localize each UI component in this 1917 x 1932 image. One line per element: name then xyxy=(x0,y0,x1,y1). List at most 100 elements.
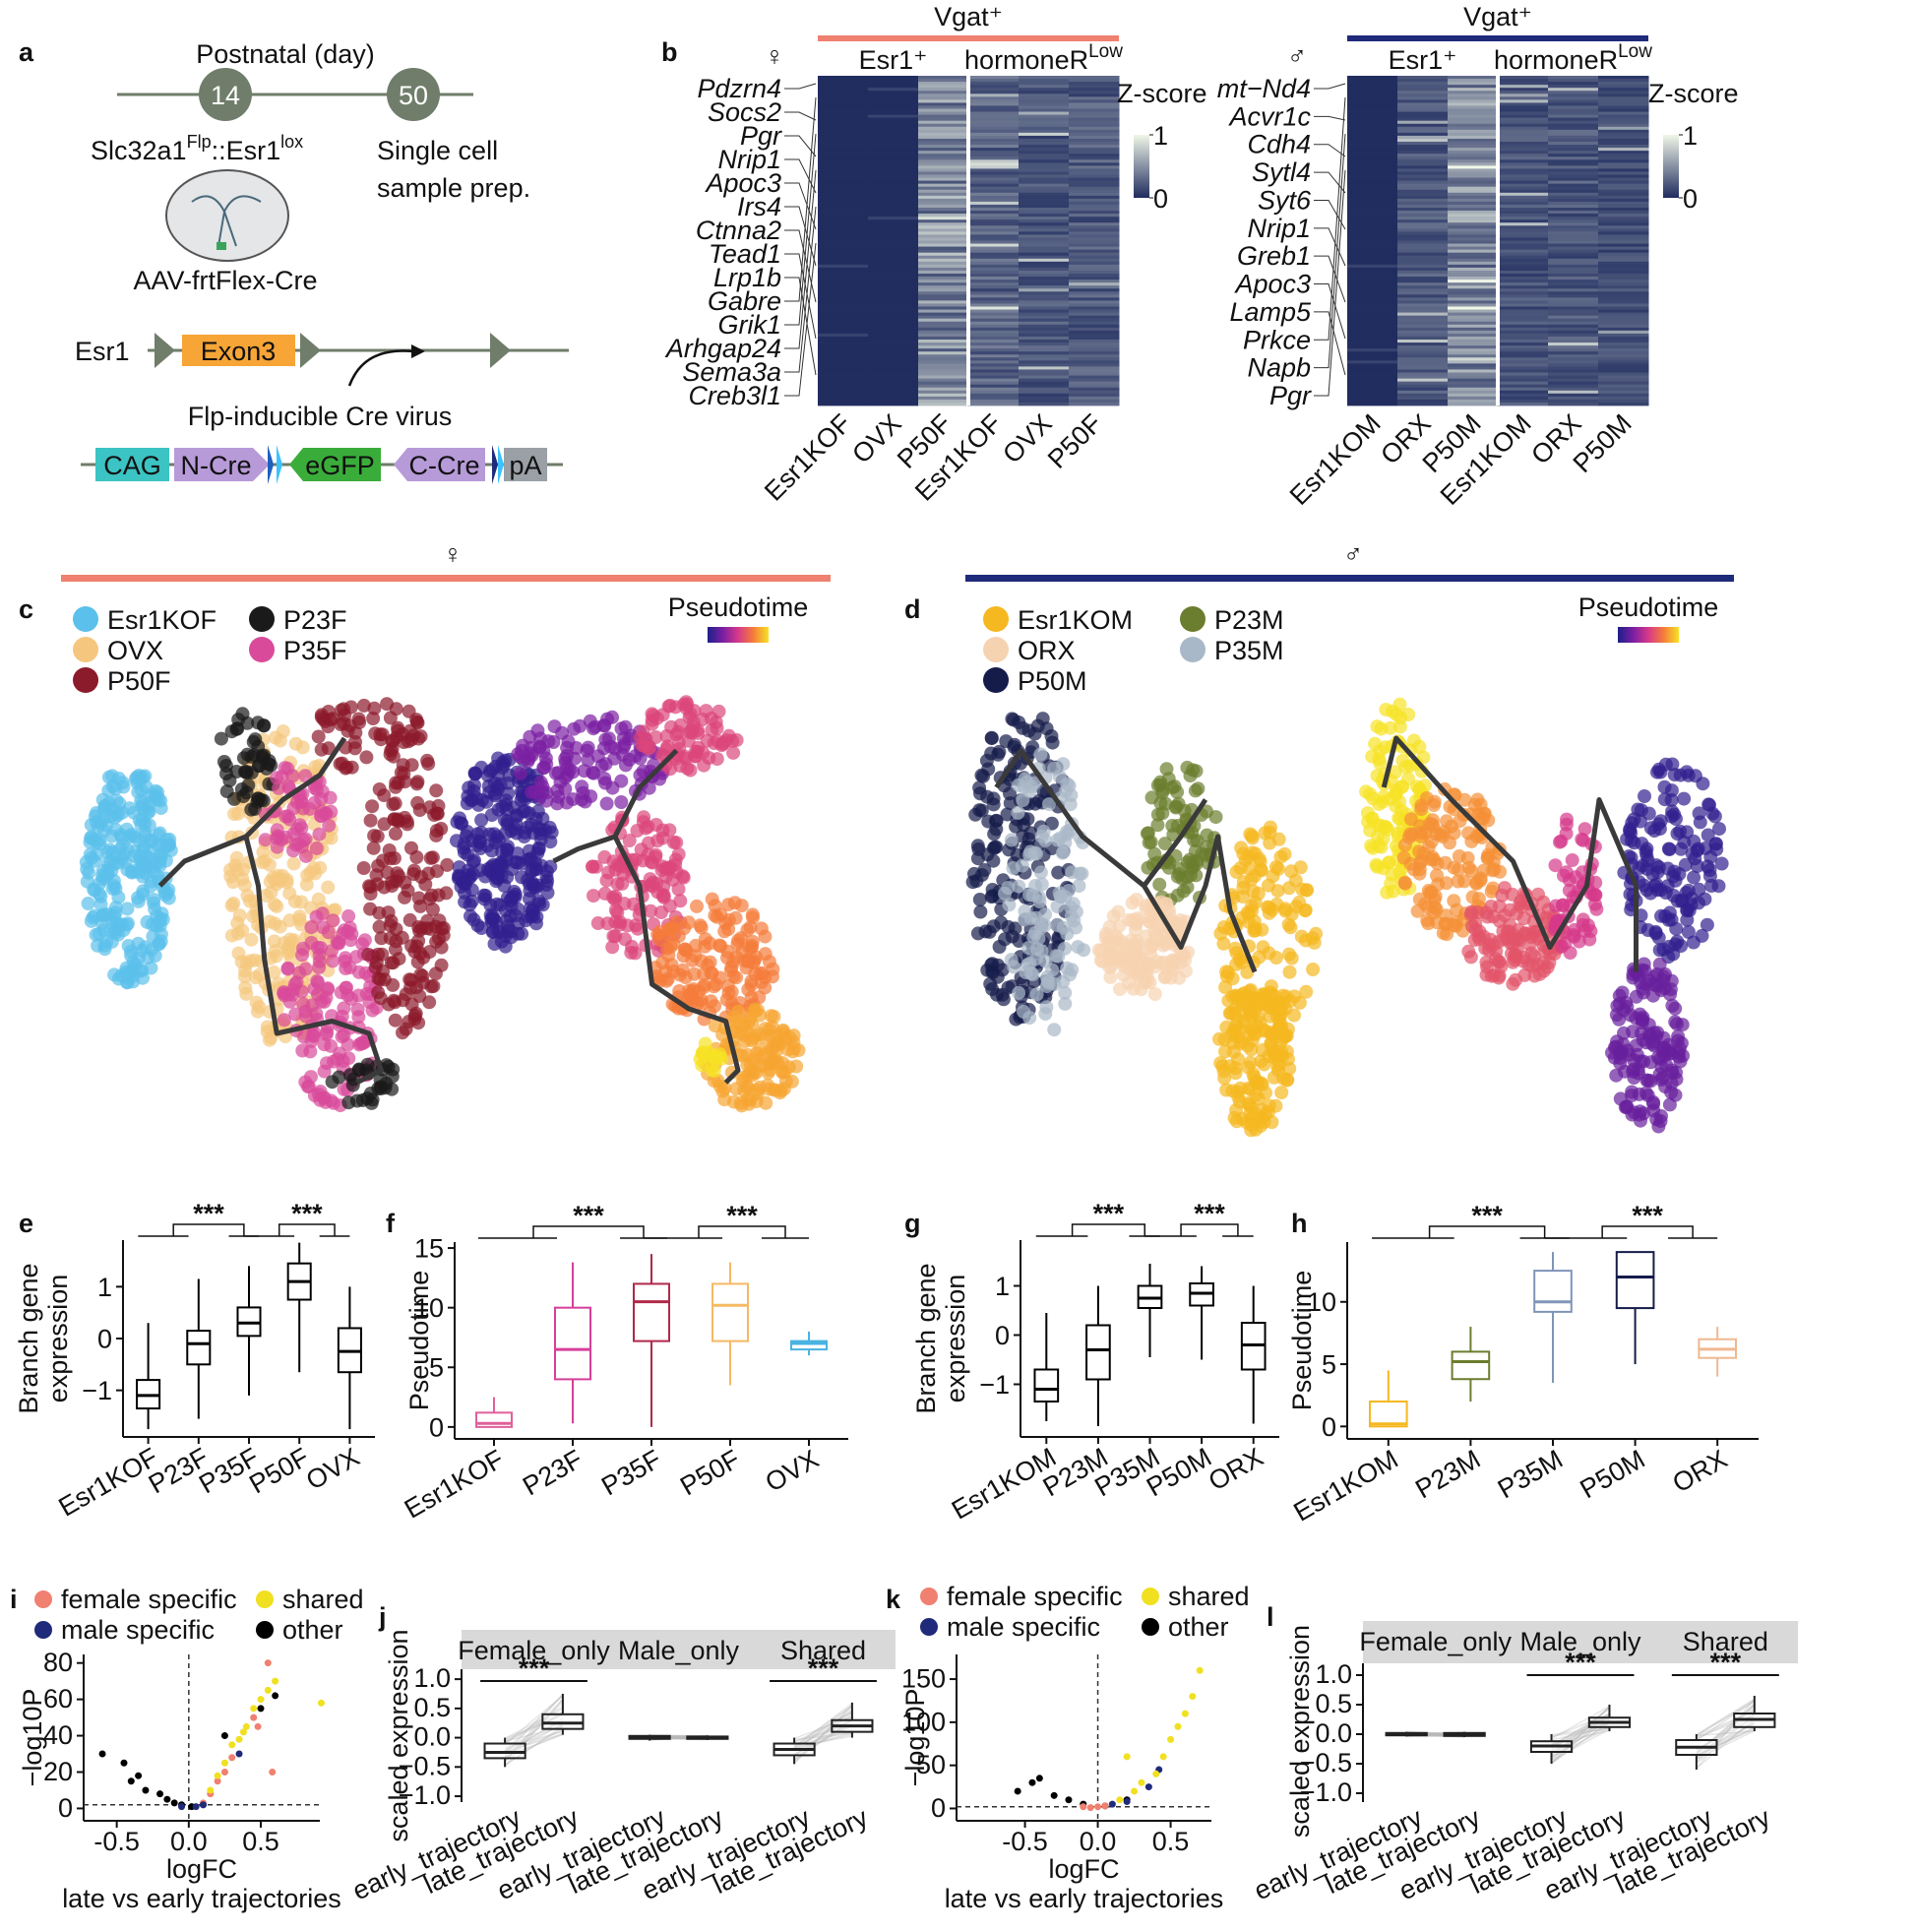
cell-dot xyxy=(93,876,107,891)
legend-swatch xyxy=(983,606,1009,632)
gene-label: Apoc3 xyxy=(704,168,781,198)
cell-dot xyxy=(1576,912,1590,927)
gene-label: Sytl4 xyxy=(1252,157,1311,187)
heatmap-cell xyxy=(1498,189,1549,194)
cell-dot xyxy=(1497,932,1511,947)
cell-dot xyxy=(1479,967,1494,982)
heatmap-cell xyxy=(918,351,969,355)
heatmap-cell xyxy=(818,274,869,278)
heatmap-cell xyxy=(818,76,869,80)
cell-dot xyxy=(1636,858,1650,873)
cell-dot xyxy=(985,889,1000,904)
cell-dot xyxy=(1625,816,1639,831)
cell-dot xyxy=(1440,927,1454,942)
cell-dot xyxy=(550,783,565,798)
cell-dot xyxy=(226,897,241,910)
heatmap-cell xyxy=(968,159,1020,163)
heatmap-cell xyxy=(1548,82,1599,86)
heatmap-cell xyxy=(968,309,1020,313)
cell-dot xyxy=(413,899,428,913)
heatmap-cell xyxy=(1019,258,1070,263)
heatmap-cell xyxy=(1397,343,1449,346)
heatmap-cell xyxy=(1069,102,1120,106)
heatmap-cell xyxy=(868,324,919,329)
heatmap-cell xyxy=(1598,214,1649,218)
heatmap-cell xyxy=(1448,129,1499,134)
cell-dot xyxy=(1698,892,1712,906)
heatmap-cell xyxy=(818,333,869,338)
heatmap-cell xyxy=(868,145,919,149)
legend-swatch xyxy=(1180,606,1206,632)
heatmap-cell xyxy=(1498,237,1549,241)
heatmap-cell xyxy=(1598,180,1649,185)
cell-dot xyxy=(1639,883,1654,898)
heatmap-cell xyxy=(1448,249,1499,254)
heatmap-cell xyxy=(1598,270,1649,275)
heatmap-cell xyxy=(1498,96,1549,100)
heatmap-cell xyxy=(918,148,969,152)
cell-dot xyxy=(1370,719,1385,734)
cell-dot xyxy=(1668,873,1683,888)
heatmap-cell xyxy=(1548,168,1599,172)
cell-dot xyxy=(90,836,104,849)
cell-dot xyxy=(382,843,397,857)
heatmap-cell xyxy=(1498,231,1549,235)
cell-dot xyxy=(1423,886,1438,901)
header-bar xyxy=(1347,35,1648,41)
cell-dot xyxy=(680,761,695,776)
umap-cloud xyxy=(965,712,1324,1138)
heatmap-cell xyxy=(1498,363,1549,367)
heatmap-cell xyxy=(818,249,869,254)
heatmap-cell xyxy=(1498,384,1549,389)
heatmap-cell xyxy=(818,288,869,292)
heatmap-cell xyxy=(1498,345,1549,349)
heatmap-cell xyxy=(1448,108,1499,112)
heatmap-cell xyxy=(1397,225,1449,229)
heatmap-cell xyxy=(968,145,1020,149)
heatmap-cell xyxy=(1498,204,1549,209)
heatmap-cell xyxy=(1019,246,1070,251)
heatmap-cell xyxy=(1548,234,1599,238)
heatmap-cell xyxy=(1397,291,1449,295)
cell-dot xyxy=(663,922,678,937)
heatmap-cell xyxy=(1347,240,1398,244)
heatmap-cell xyxy=(1598,228,1649,232)
heatmap-cell xyxy=(1548,217,1599,220)
heatmap-cell xyxy=(1598,237,1649,241)
cell-dot xyxy=(232,908,247,923)
heatmap-cell xyxy=(1548,258,1599,263)
cell-dot xyxy=(482,827,497,841)
cell-dot xyxy=(1684,898,1699,912)
heatmap-cell xyxy=(1069,315,1120,320)
heatmap-cell xyxy=(1448,111,1499,115)
cell-dot xyxy=(523,729,537,744)
cell-dot xyxy=(411,933,426,948)
heatmap-cell xyxy=(1448,330,1499,335)
heatmap-cell xyxy=(818,255,869,260)
heatmap-cell xyxy=(1397,277,1449,280)
heatmap-cell xyxy=(868,340,919,343)
heatmap-cell xyxy=(1397,351,1449,355)
heatmap-cell xyxy=(968,105,1020,109)
cell-dot xyxy=(375,727,390,742)
heatmap-cell xyxy=(1448,306,1499,310)
heatmap-cell xyxy=(1498,351,1549,355)
cell-dot xyxy=(125,827,140,841)
cell-dot xyxy=(745,939,760,953)
construct-label: N-Cre xyxy=(181,451,252,480)
gene-leader xyxy=(784,111,817,121)
heatmap-cell xyxy=(1448,270,1499,275)
heatmap-cell xyxy=(968,162,1020,166)
cell-dot xyxy=(1658,1080,1673,1094)
heatmap-cell xyxy=(1397,327,1449,332)
heatmap-cell xyxy=(1019,330,1070,335)
cell-dot xyxy=(359,750,374,765)
colorbar-label: Pseudotime xyxy=(1578,592,1719,622)
cell-dot xyxy=(84,913,98,928)
heatmap-cell xyxy=(1397,198,1449,203)
cell-dot xyxy=(1509,972,1523,987)
cell-dot xyxy=(731,1004,746,1019)
cell-dot xyxy=(316,920,331,935)
heatmap-cell xyxy=(1019,151,1070,155)
heatmap-cell xyxy=(1548,288,1599,292)
